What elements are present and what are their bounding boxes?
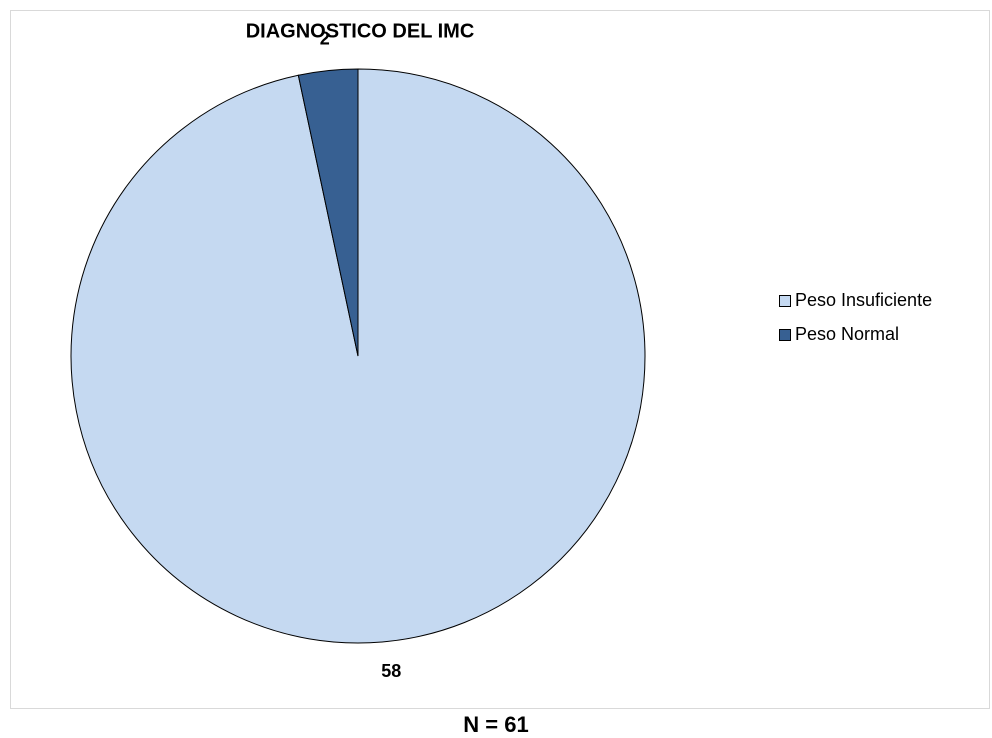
annotation: N = 61 — [463, 712, 528, 737]
data-label: 2 — [320, 28, 330, 48]
legend-label: Peso Normal — [795, 324, 899, 344]
legend-label: Peso Insuficiente — [795, 290, 932, 310]
legend-swatch — [779, 329, 791, 341]
chart-title: DIAGNOSTICO DEL IMC — [246, 20, 475, 42]
data-label: 58 — [381, 661, 401, 681]
pie-slice — [297, 68, 359, 357]
legend-swatch — [779, 295, 791, 307]
